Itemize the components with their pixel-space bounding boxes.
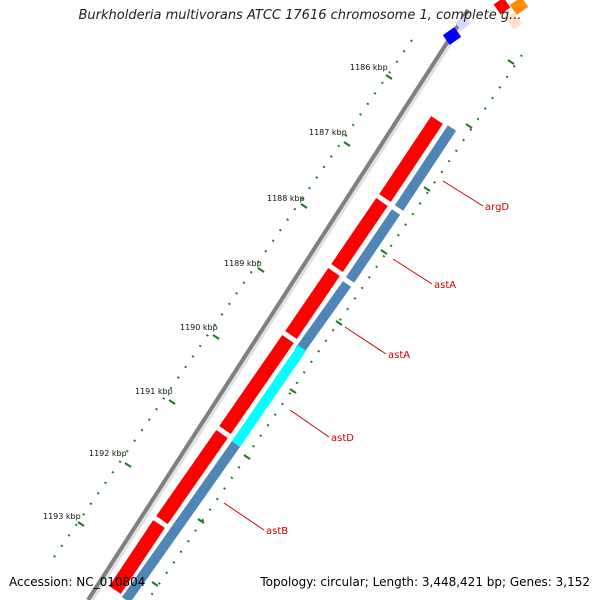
leader-line (223, 502, 265, 531)
scale-tick-label: 1190 kbp (180, 323, 218, 332)
gene-block-astA[interactable] (345, 209, 401, 283)
major-tick (465, 123, 473, 129)
major-tick (335, 320, 343, 326)
gene-block[interactable] (219, 335, 294, 434)
major-tick (197, 518, 205, 524)
major-tick (243, 454, 251, 460)
outer-major-ticks (151, 59, 515, 587)
gene-fragment-peach (505, 12, 523, 30)
inner-minor-tick-track (51, 39, 413, 561)
major-tick (151, 581, 159, 587)
inner-major-ticks (77, 74, 393, 527)
gene-block[interactable] (379, 116, 443, 202)
scale-tick-label: 1187 kbp (309, 128, 347, 137)
gene-block-astB[interactable] (121, 441, 241, 600)
topology-summary-text: Topology: circular; Length: 3,448,421 bp… (260, 575, 590, 589)
backbone (86, 8, 470, 600)
scale-tick-labels: 1186 kbp 1187 kbp 1188 kbp 1189 kbp 1190… (43, 63, 388, 521)
gene-fragment-pale (455, 15, 471, 31)
gene-label-astB[interactable]: astB (266, 526, 288, 537)
leader-line (442, 180, 484, 207)
major-tick (124, 462, 132, 468)
scale-tick-label: 1191 kbp (135, 387, 173, 396)
major-tick (257, 267, 265, 273)
map-title: Burkholderia multivorans ATCC 17616 chro… (78, 8, 522, 23)
gene-fragment-red[interactable] (493, 0, 511, 15)
gene-block-argD[interactable] (394, 125, 457, 211)
gene-block[interactable] (156, 429, 228, 525)
gene-block-astD[interactable] (231, 345, 307, 447)
major-tick (343, 141, 351, 147)
scale-tick-label: 1193 kbp (43, 512, 81, 521)
scale-tick-label: 1189 kbp (224, 259, 262, 268)
gene-leader-lines (223, 180, 484, 531)
outer-minor-tick-track (147, 54, 523, 600)
reverse-gene-track (121, 125, 457, 600)
major-tick (289, 388, 297, 394)
major-tick (507, 59, 515, 65)
gene-block[interactable] (331, 198, 388, 272)
gene-label-astA-2[interactable]: astA (388, 350, 410, 361)
major-tick (77, 521, 85, 527)
gene-label-astD[interactable]: astD (331, 433, 354, 444)
gene-fragment-orange[interactable] (509, 0, 529, 15)
leader-line (344, 326, 387, 355)
major-tick (212, 334, 220, 340)
scale-tick-label: 1192 kbp (89, 449, 127, 458)
forward-gene-track (109, 116, 443, 594)
scale-tick-label: 1188 kbp (267, 194, 305, 203)
gene-fragment-blue[interactable] (442, 27, 462, 45)
gene-labels: argD astA astA astD astB (266, 202, 509, 537)
major-tick (423, 186, 431, 192)
major-tick (380, 249, 388, 255)
gene-label-astA[interactable]: astA (434, 280, 456, 291)
scale-tick-label: 1186 kbp (350, 63, 388, 72)
major-tick (385, 74, 393, 80)
major-tick (300, 203, 308, 209)
gene-block[interactable] (285, 268, 340, 339)
gene-block-astA-2[interactable] (295, 281, 352, 353)
leader-line (289, 409, 330, 438)
gene-block[interactable] (109, 520, 165, 594)
accession-text: Accession: NC_010804 (9, 575, 146, 589)
top-fragments (442, 0, 529, 45)
major-tick (168, 399, 176, 405)
leader-line (392, 258, 433, 285)
gene-label-argD[interactable]: argD (485, 202, 509, 213)
